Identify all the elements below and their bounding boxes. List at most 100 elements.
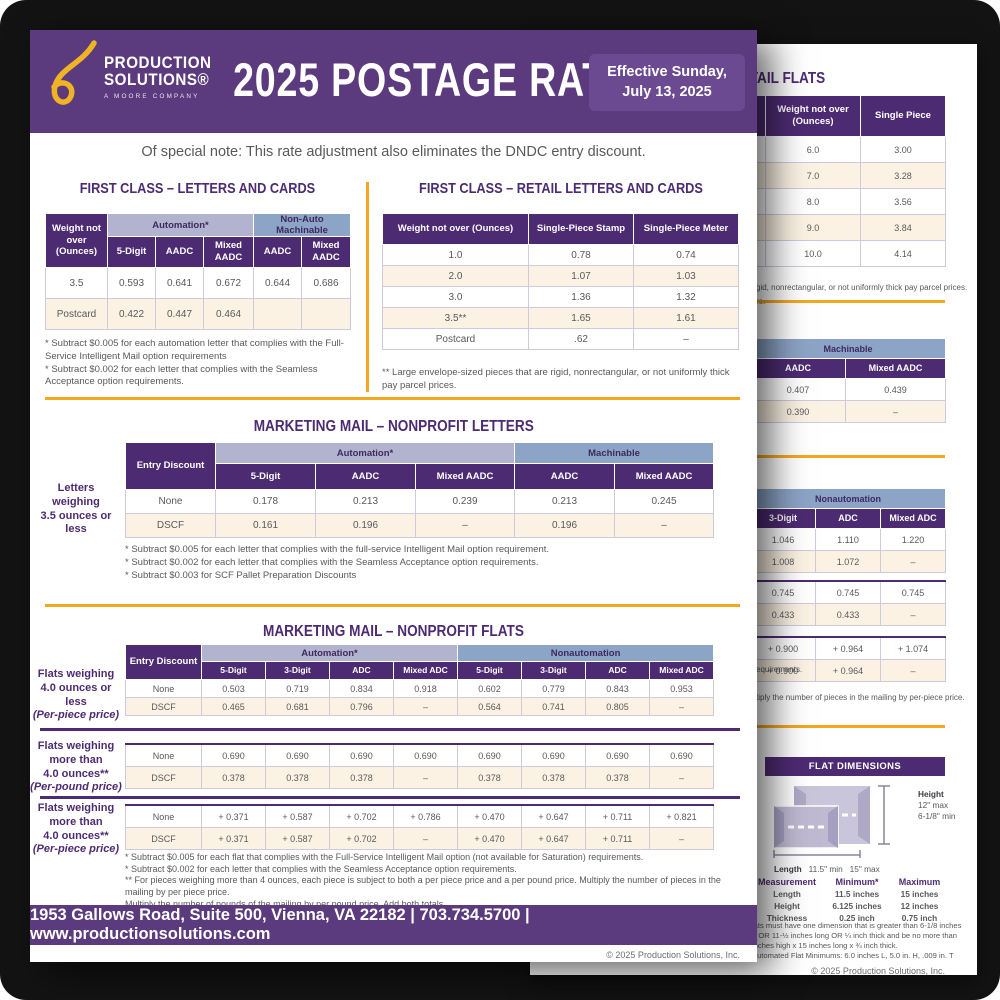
table-cell: – (393, 766, 458, 789)
table-cell: 6.125 inches (832, 901, 882, 911)
table-cell: + 0.964 (815, 636, 881, 660)
table-cell: 1.0 (382, 244, 529, 266)
table-cell: 0.25 inch (839, 913, 875, 923)
table-cell (301, 298, 352, 330)
table-cell: 0.422 (107, 298, 156, 330)
table-cell: 0.239 (414, 489, 516, 514)
table-cell: 7.0 (765, 162, 861, 189)
column-header: 3-Digit (265, 661, 330, 680)
corner-header: Entry Discount (125, 644, 202, 680)
flat-dimensions-notes: lats must have one dimension that is gre… (752, 921, 962, 961)
table-cell: Postcard (382, 328, 529, 350)
group-header-non-auto: Non-Auto Machinable (253, 213, 352, 237)
side-label-flats-1: Flats weighing 4.0 ounces or less (Per-p… (32, 668, 120, 722)
table-cell: 0.464 (202, 298, 255, 330)
column-header: Single-Piece Meter (633, 213, 739, 245)
table-cell: 0.161 (215, 513, 316, 538)
table-cell: 3.5** (382, 307, 529, 329)
column-header: AADC (750, 358, 846, 379)
table-row: DSCF + 0.371 + 0.587 + 0.702– + 0.470 + 0.647… (125, 827, 714, 850)
column-header: Weight not over (Ounces) (765, 95, 861, 137)
table-cell: + 0.470 (457, 827, 522, 850)
table-header-row: 5-Digit AADC Mixed AADC AADC Mixed AADC (126, 463, 715, 490)
table-cell: – (414, 513, 516, 538)
table-cell: 0.690 (457, 743, 522, 767)
table-cell: 2.0 (382, 265, 529, 287)
table-cell: None (125, 679, 202, 698)
side-label-flats-2: Flats weighing more than 4.0 ounces** (P… (30, 740, 122, 794)
logo-swoosh-icon (51, 40, 97, 105)
table-cell: + 0.821 (649, 804, 714, 828)
table-header-row: 5-Digit 3-Digit ADC Mixed ADC 5-Digit 3-… (126, 661, 715, 680)
footnote-fragment: equirements. (756, 665, 803, 674)
column-header: Weight not over (Ounces) (382, 213, 529, 245)
table-cell: 1.61 (633, 307, 739, 329)
column-header: AADC (155, 236, 204, 268)
section-title-nonprofit-flats: MARKETING MAIL – NONPROFIT FLATS (263, 623, 524, 640)
table-cell: 0.779 (521, 679, 587, 698)
column-header: 5-Digit (457, 661, 523, 680)
column-header: AADC (514, 463, 616, 490)
table-cell: + 0.702 (329, 827, 394, 850)
column-header: 5-Digit (215, 463, 316, 490)
table-row: None + 0.371 + 0.587 + 0.702 + 0.786 + 0.470 +… (125, 804, 714, 828)
table-cell: – (649, 697, 715, 716)
table-cell: 1.65 (528, 307, 634, 329)
table-cell: 0.378 (329, 766, 394, 789)
table-row: 3.0 1.36 1.32 (382, 286, 739, 308)
corner-header: Weight not over (Ounces) (45, 213, 108, 268)
table-cell: 0.745 (815, 580, 881, 604)
table-cell: + 0.647 (521, 827, 586, 850)
column-header: Single Piece (860, 95, 946, 137)
table-row: DSCF 0.465 0.681 0.796–0.564 0.741 0.805– (125, 697, 715, 716)
table-cell: 0.439 (844, 378, 947, 401)
column-header: 3-Digit (521, 661, 587, 680)
table-cell: 0.78 (528, 244, 634, 266)
column-header: Mixed AADC (414, 463, 516, 490)
group-header-machinable: Machinable (514, 442, 715, 464)
footnotes-nonprofit-letters: * Subtract $0.005 for each letter that c… (125, 544, 550, 581)
production-solutions-logo: PRODUCTION SOLUTIONS® A MOORE COMPANY (44, 40, 221, 116)
table-cell: 0.672 (202, 267, 255, 299)
table-cell: + 0.587 (265, 804, 330, 828)
table-cell: – (844, 400, 947, 423)
column-header: Mixed ADC (392, 661, 459, 680)
orange-divider (45, 604, 740, 607)
table-cell: 0.690 (585, 743, 650, 767)
table-cell: 0.74 (633, 244, 739, 266)
table-cell: 1.220 (879, 528, 947, 551)
purple-divider (40, 728, 740, 731)
column-header: Mixed AADC (844, 358, 947, 379)
copyright: © 2025 Production Solutions, Inc. (606, 950, 740, 960)
table-header-row: Measurement Minimum* Maximum (752, 876, 947, 888)
table-cell: 1.008 (750, 550, 816, 573)
table-row: Postcard 0.422 0.447 0.464 (45, 298, 352, 330)
section-title-nonprofit-letters: MARKETING MAIL – NONPROFIT LETTERS (253, 418, 534, 435)
table-cell: 1.07 (528, 265, 634, 287)
nonprofit-flats-table: Entry Discount Automation* Nonautomation… (125, 644, 715, 716)
logo-text-line1: PRODUCTION (104, 54, 212, 73)
table-cell: 9.0 (765, 214, 861, 241)
first-class-retail-table: Weight not over (Ounces) Single-Piece St… (382, 213, 739, 350)
table-cell: 3.0 (382, 286, 529, 308)
table-cell: – (879, 550, 947, 573)
purple-divider (40, 796, 740, 799)
table-cell: 0.593 (107, 267, 156, 299)
orange-divider (680, 725, 945, 728)
table-cell: + 0.470 (457, 804, 522, 828)
table-cell: 10.0 (765, 240, 861, 267)
table-cell: 0.690 (265, 743, 330, 767)
table-cell: – (393, 827, 458, 850)
table-cell: Height (774, 901, 800, 911)
table-cell: 0.805 (585, 697, 651, 716)
table-cell: 12 inches (900, 901, 939, 911)
table-cell: + 0.786 (393, 804, 458, 828)
table-cell: 0.686 (301, 267, 352, 299)
table-cell: – (633, 328, 739, 350)
section-title-first-class-retail: FIRST CLASS – RETAIL LETTERS AND CARDS (419, 180, 703, 197)
table-cell: 0.690 (649, 743, 714, 767)
table-cell: 0.245 (614, 489, 715, 514)
table-cell: 0.644 (253, 267, 303, 299)
table-row: Height 6.125 inches 12 inches (752, 900, 947, 912)
